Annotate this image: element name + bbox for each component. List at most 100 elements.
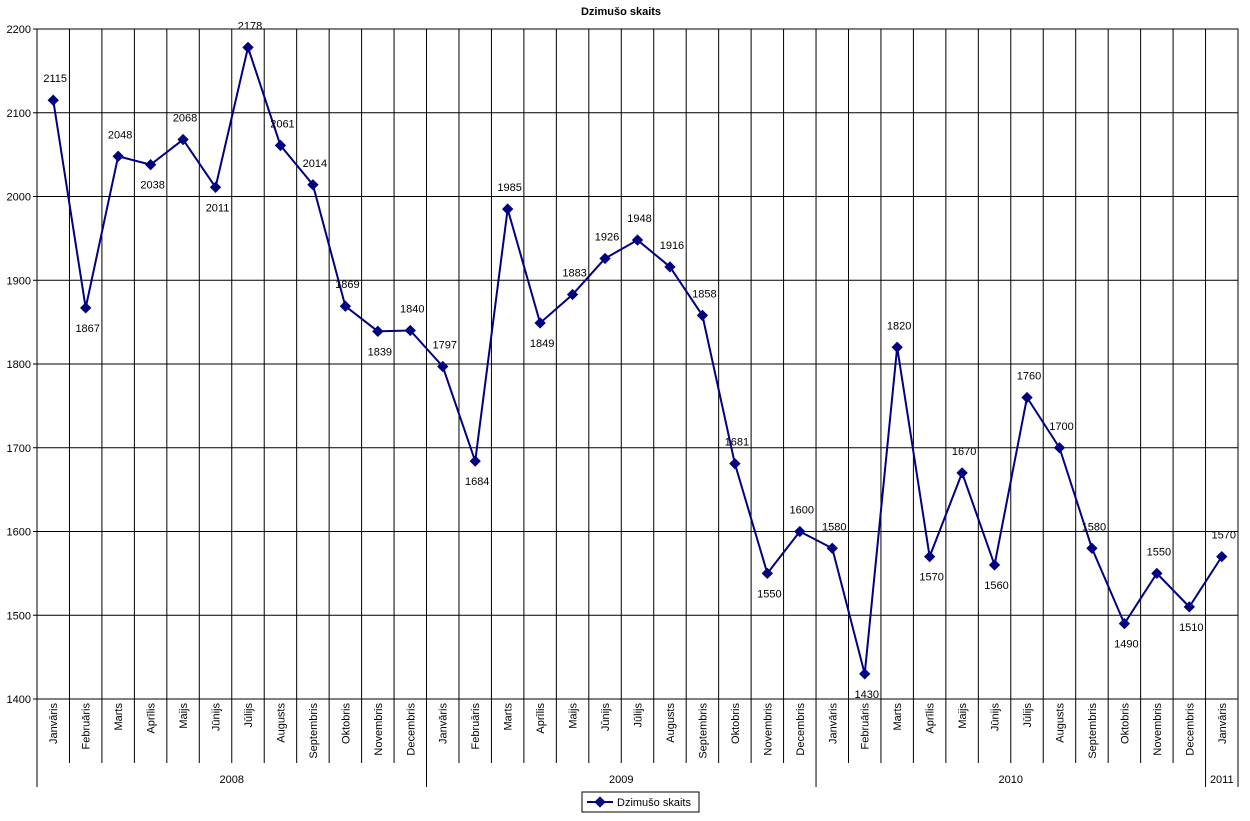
data-label: 1849 <box>530 338 554 350</box>
legend-marker-swatch <box>594 796 606 808</box>
data-point <box>437 360 449 373</box>
data-label: 1839 <box>368 346 392 358</box>
group-label: 2009 <box>609 774 633 786</box>
data-label: 1883 <box>562 267 586 279</box>
x-tick-label: Marts <box>113 703 125 731</box>
data-label: 1430 <box>854 689 878 701</box>
x-tick-label: Jūnijs <box>211 703 223 732</box>
x-tick-label: Decembris <box>405 703 417 756</box>
data-point <box>859 668 871 680</box>
x-tick-label: Janvāris <box>438 703 450 744</box>
x-tick-label: Maijs <box>178 703 190 729</box>
x-tick-label: Augusts <box>275 703 287 743</box>
data-point <box>1118 617 1131 630</box>
data-point <box>404 324 416 337</box>
group-label: 2008 <box>220 774 244 786</box>
data-label: 1600 <box>790 505 814 517</box>
x-tick-label: Decembris <box>795 703 807 756</box>
data-point <box>729 458 741 470</box>
data-label: 1670 <box>952 446 976 458</box>
data-label: 1840 <box>400 304 424 316</box>
x-tick-label: Septembris <box>1087 703 1099 759</box>
x-tick-label: Janvāris <box>48 703 60 744</box>
x-tick-label: Oktobris <box>340 703 352 744</box>
data-point <box>47 94 59 106</box>
x-tick-label: Janvāris <box>1217 703 1229 744</box>
data-point <box>664 261 676 273</box>
data-label: 1916 <box>660 240 684 252</box>
data-point <box>566 288 579 301</box>
y-tick-label: 2100 <box>7 108 31 120</box>
x-tick-label: Jūnijs <box>600 703 612 732</box>
x-tick-label: Oktobris <box>730 703 742 744</box>
data-label: 1926 <box>595 231 619 243</box>
data-point <box>761 567 773 580</box>
data-label: 1510 <box>1179 622 1203 634</box>
x-tick-label: Jūlijs <box>243 703 255 728</box>
chart-title: Dzimušo skaits <box>581 6 661 18</box>
data-point <box>242 41 254 54</box>
data-label: 2178 <box>238 20 262 32</box>
data-label: 1700 <box>1049 421 1073 433</box>
data-label: 1820 <box>887 320 911 332</box>
data-point <box>988 559 1001 571</box>
data-point <box>339 300 352 312</box>
y-tick-label: 1600 <box>7 527 31 539</box>
x-tick-label: Augusts <box>1054 703 1066 743</box>
legend-box <box>581 791 700 813</box>
data-point <box>1151 567 1163 580</box>
legend: Dzimušo skaits <box>581 791 700 813</box>
data-point <box>794 525 806 538</box>
data-label: 2061 <box>270 118 294 130</box>
data-point <box>1053 442 1066 454</box>
x-tick-label: Janvāris <box>827 703 839 744</box>
data-label: 1570 <box>1212 530 1236 542</box>
data-label: 1681 <box>725 437 749 449</box>
data-point <box>1086 542 1098 554</box>
x-tick-label: Aprīlis <box>535 703 547 734</box>
legend-label: Dzimušo skaits <box>617 797 691 809</box>
x-tick-label: Novembris <box>762 703 774 756</box>
data-point <box>599 252 611 265</box>
data-point <box>534 317 546 329</box>
data-label: 1570 <box>919 572 943 584</box>
x-tick-label: Septembris <box>697 703 709 759</box>
x-tick-label: Februāris <box>470 703 482 750</box>
group-label: 2010 <box>999 774 1023 786</box>
data-label: 2011 <box>206 202 230 214</box>
data-point <box>177 133 189 146</box>
data-label: 1867 <box>75 323 99 335</box>
data-point <box>923 550 936 563</box>
data-point <box>1216 550 1228 563</box>
x-tick-label: Marts <box>503 703 515 731</box>
data-label: 2115 <box>43 73 67 85</box>
data-point <box>372 325 384 337</box>
data-label: 1985 <box>497 182 521 194</box>
data-point <box>502 203 514 215</box>
data-point <box>826 542 838 554</box>
x-tick-label: Augusts <box>665 703 677 743</box>
data-label: 2014 <box>303 158 327 170</box>
x-tick-label: Februāris <box>860 703 872 750</box>
data-label: 1760 <box>1017 371 1041 383</box>
data-label: 2048 <box>108 129 132 141</box>
data-label: 1580 <box>1082 521 1106 533</box>
y-tick-label: 1700 <box>7 443 31 455</box>
data-label: 1580 <box>822 521 846 533</box>
group-label: 2011 <box>1210 774 1234 786</box>
x-tick-label: Decembris <box>1184 703 1196 756</box>
x-tick-label: Jūnijs <box>990 703 1002 732</box>
x-tick-label: Novembris <box>373 703 385 756</box>
x-tick-label: Maijs <box>957 703 969 729</box>
data-label: 2038 <box>140 180 164 192</box>
y-tick-label: 1800 <box>7 359 31 371</box>
data-point <box>144 159 157 171</box>
data-label: 1797 <box>433 340 457 352</box>
data-label: 1869 <box>335 279 359 291</box>
data-label: 1550 <box>757 588 781 600</box>
y-tick-label: 2000 <box>7 192 31 204</box>
x-tick-label: Oktobris <box>1119 703 1131 744</box>
data-label: 1550 <box>1147 546 1171 558</box>
